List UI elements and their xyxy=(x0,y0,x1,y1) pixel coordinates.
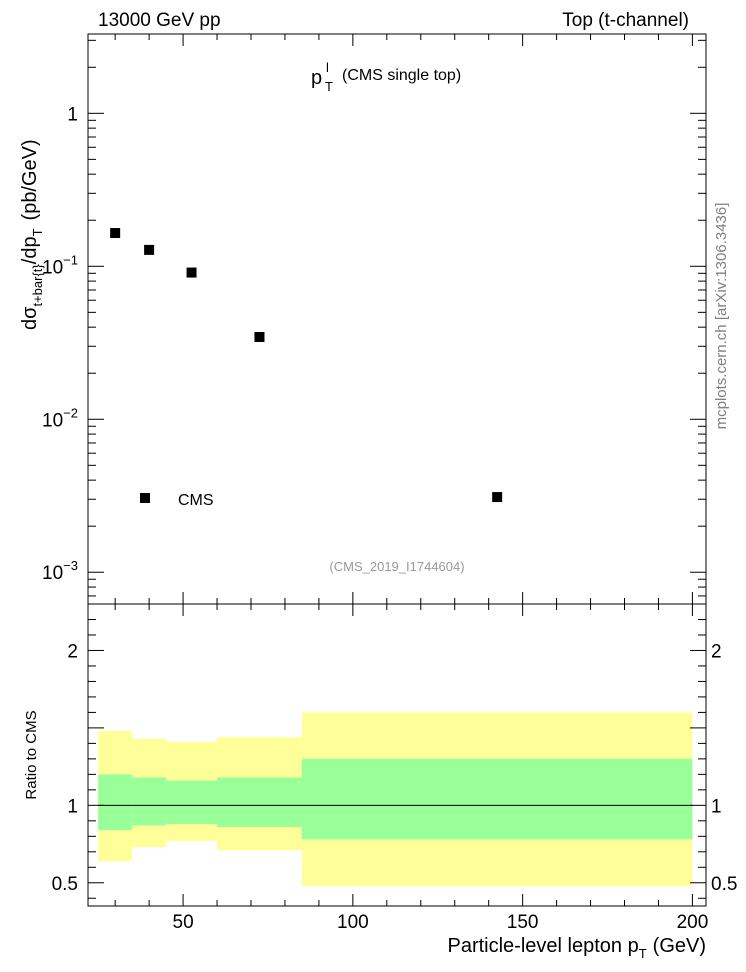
plot-title-text: (CMS single top) xyxy=(342,67,461,84)
main-y-tick-labels: 110−110−210−3 xyxy=(42,104,78,584)
main-y-tick-label: 1 xyxy=(67,104,78,125)
analysis-watermark: (CMS_2019_I1744604) xyxy=(329,559,464,574)
ylabel-sub2: T xyxy=(30,228,45,236)
ratio-y-tick-label-right: 2 xyxy=(711,641,722,662)
main-y-axis-label: dσt+bar{t}/dpT (pb/GeV) xyxy=(19,139,45,330)
main-panel: 110−110−210−3 p l T (CMS single top) CMS… xyxy=(19,33,707,605)
ratio-y-tick-label: 2 xyxy=(67,641,78,662)
header-energy-label: 13000 GeV pp xyxy=(98,10,221,31)
ratio-band-stat xyxy=(98,774,133,831)
ratio-band-stat xyxy=(217,777,302,828)
ratio-y-tick-label-right: 1 xyxy=(711,796,722,817)
tick-base: 10 xyxy=(42,410,63,431)
tick-exponent: −1 xyxy=(63,252,78,267)
ylabel-mid: /dp xyxy=(19,236,41,264)
main-plot-frame xyxy=(87,33,707,605)
data-point xyxy=(110,228,121,239)
ratio-plot-frame xyxy=(87,603,707,907)
plot-title: p l T (CMS single top) xyxy=(311,60,461,94)
xlabel-text: Particle-level lepton p xyxy=(447,935,638,957)
ylabel-units: (pb/GeV) xyxy=(19,139,41,220)
main-y-tick-label: 10−2 xyxy=(42,405,78,431)
legend: CMS xyxy=(140,492,214,509)
main-y-tick-label: 10−3 xyxy=(42,558,78,584)
x-axis-label: Particle-level lepton pT (GeV) xyxy=(447,935,706,961)
ratio-y-tick-label-right: 0.5 xyxy=(711,874,737,895)
ratio-panel: 0.5 0.5 1 1 2 2 50 100 150 200 Ratio to CMS Parti… xyxy=(23,603,738,961)
data-point xyxy=(144,244,155,255)
legend-marker xyxy=(140,493,150,503)
main-ticks xyxy=(88,34,706,604)
ratio-y-tick-label: 0.5 xyxy=(52,874,78,895)
xlabel-units: (GeV) xyxy=(653,935,706,957)
data-point xyxy=(254,331,265,342)
plot-title-sup: l xyxy=(326,60,329,75)
data-points xyxy=(110,228,503,503)
tick-exponent: −2 xyxy=(63,405,78,420)
ratio-tick-labels: 0.5 0.5 1 1 2 2 50 100 150 200 xyxy=(52,641,738,933)
plot-title-sub: T xyxy=(325,79,333,94)
ratio-bands xyxy=(98,712,693,886)
header-process-label: Top (t-channel) xyxy=(562,10,689,31)
ylabel-prefix: dσ xyxy=(19,306,41,330)
tick-exponent: −3 xyxy=(63,558,78,573)
legend-label: CMS xyxy=(178,492,214,509)
main-y-tick-label: 10−1 xyxy=(42,252,78,278)
x-tick-label: 150 xyxy=(507,912,539,933)
tick-base: 10 xyxy=(42,563,63,584)
svg-text:dσt+bar{t}/dpT(pb/GeV): dσt+bar{t}/dpT (pb/GeV) xyxy=(19,139,45,330)
x-tick-label: 100 xyxy=(337,912,369,933)
plot-title-symbol: p xyxy=(311,67,322,89)
source-side-label: mcplots.cern.ch [arXiv:1306.3436] xyxy=(713,203,730,430)
xlabel-sub: T xyxy=(639,946,647,961)
ratio-band-stat xyxy=(166,780,218,824)
ratio-y-tick-label: 1 xyxy=(67,796,78,817)
ratio-y-axis-label: Ratio to CMS xyxy=(23,710,40,799)
ratio-band-stat xyxy=(132,777,167,826)
ratio-ticks xyxy=(88,604,706,906)
data-point xyxy=(492,492,503,503)
tick-base: 10 xyxy=(42,257,63,278)
ratio-band-stat xyxy=(301,758,693,840)
x-tick-label: 200 xyxy=(677,912,709,933)
x-tick-label: 50 xyxy=(173,912,194,933)
ylabel-sub: t+bar{t} xyxy=(30,264,45,307)
data-point xyxy=(186,267,197,278)
